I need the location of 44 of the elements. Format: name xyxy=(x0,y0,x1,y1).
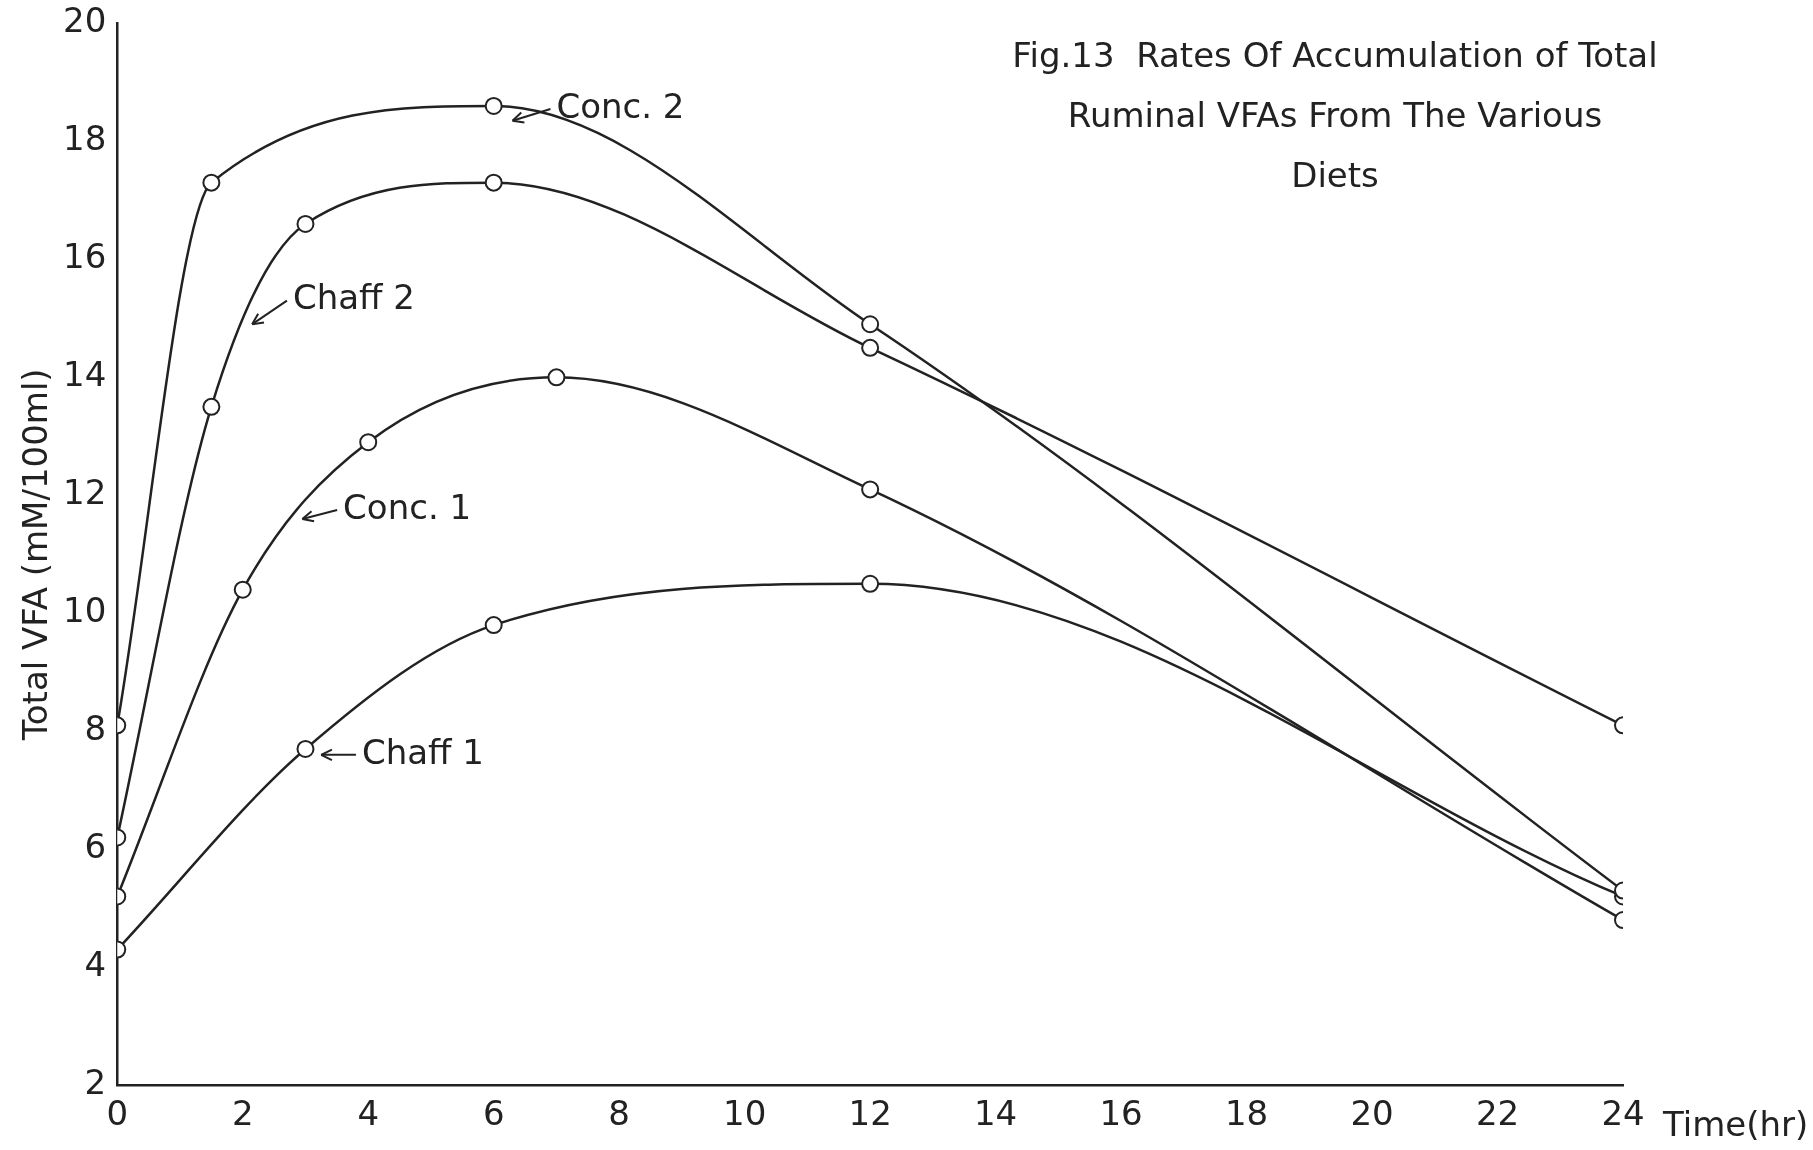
y-tick-label: 20 xyxy=(63,0,107,41)
x-tick-label: 20 xyxy=(1350,1093,1394,1134)
point xyxy=(861,338,880,357)
x-tick-label: 8 xyxy=(608,1093,630,1134)
y-tick-label: 16 xyxy=(63,236,107,277)
x-tick-label: 4 xyxy=(357,1093,380,1134)
point xyxy=(861,574,880,593)
point xyxy=(296,214,315,233)
x-tick-label: 6 xyxy=(482,1093,505,1134)
x-tick-label: 2 xyxy=(231,1093,254,1134)
point xyxy=(861,315,880,334)
point xyxy=(202,397,221,416)
x-tick-label: 12 xyxy=(848,1093,892,1134)
point xyxy=(484,616,503,635)
legend-label: Conc. 1 xyxy=(343,486,472,527)
x-tick-label: 16 xyxy=(1099,1093,1143,1134)
point xyxy=(484,173,503,192)
legend-label: Chaff 1 xyxy=(361,731,484,772)
x-tick-label: 14 xyxy=(973,1093,1018,1134)
point xyxy=(359,433,378,452)
x-tick-label: 24 xyxy=(1601,1093,1645,1134)
point xyxy=(484,96,503,115)
y-tick-label: 18 xyxy=(63,118,107,159)
legend-label: Chaff 2 xyxy=(292,277,415,318)
y-tick-label: 10 xyxy=(63,590,107,631)
point xyxy=(296,739,315,758)
y-tick-label: 12 xyxy=(63,472,107,513)
x-tick-label: 18 xyxy=(1224,1093,1269,1134)
x-tick-label: 10 xyxy=(723,1093,767,1134)
x-tick-label: 22 xyxy=(1475,1093,1520,1134)
y-tick-label: 4 xyxy=(84,944,107,985)
point xyxy=(861,480,880,499)
legend-label: Conc. 2 xyxy=(556,85,685,126)
point xyxy=(233,580,252,599)
y-axis-title: Total VFA (mM/100ml) xyxy=(14,368,55,742)
y-tick-label: 8 xyxy=(84,708,107,749)
y-tick-label: 2 xyxy=(84,1062,107,1103)
y-tick-label: 14 xyxy=(63,354,107,395)
y-tick-label: 6 xyxy=(84,826,107,867)
point xyxy=(202,173,221,192)
text: Fig.13 Rates Of Accumulation of Total Ruminal VFAs From The Various Diets xyxy=(1012,34,1658,195)
x-tick-label: 0 xyxy=(106,1093,129,1134)
point xyxy=(547,368,566,387)
x-axis-title: Time(hr) xyxy=(1662,1104,1809,1145)
